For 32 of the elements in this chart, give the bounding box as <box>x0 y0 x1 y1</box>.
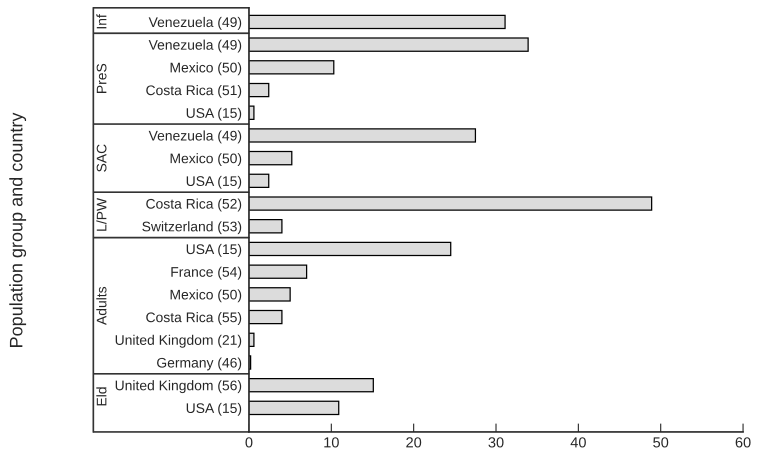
text: L/PW <box>96 198 106 231</box>
y-tick-label: Mexico (50) <box>170 62 242 76</box>
y-tick-label: USA (15) <box>186 244 242 257</box>
x-tick-label: 10 <box>324 437 339 448</box>
y-tick-label: Germany (46) <box>157 357 242 370</box>
y-tick-label: Venezuela (49) <box>148 16 242 30</box>
x-tick-label: 50 <box>653 437 668 448</box>
y-tick-label: Mexico (50) <box>170 153 242 166</box>
text: Adults <box>96 286 106 325</box>
text: PreS <box>96 64 106 93</box>
y-tick-label: France (54) <box>171 266 242 280</box>
y-tick-label: United Kingdom (21) <box>116 334 242 348</box>
x-tick-label: 40 <box>570 437 586 448</box>
y-tick-label: Venezuela (49) <box>148 40 242 53</box>
x-tick-label: 60 <box>736 437 751 448</box>
text: Inf <box>96 14 106 28</box>
y-axis-title: Population group and country <box>9 112 26 347</box>
x-tick-label: 20 <box>406 437 422 448</box>
y-tick-label: USA (15) <box>186 108 242 121</box>
x-tick-label: 0 <box>245 437 252 448</box>
y-tick-label: USA (15) <box>186 176 242 189</box>
y-tick-label: Mexico (50) <box>170 289 242 302</box>
text: SAC <box>96 144 106 172</box>
y-tick-label: Costa Rica (55) <box>146 312 242 325</box>
y-tick-label: USA (15) <box>186 402 242 416</box>
y-tick-label: Venezuela (49) <box>148 130 242 144</box>
x-tick-label: 30 <box>488 437 504 448</box>
text: Eld <box>96 387 106 406</box>
y-tick-label: Costa Rica (52) <box>146 198 242 212</box>
y-tick-label: Costa Rica (51) <box>146 84 242 98</box>
y-tick-label: United Kingdom (56) <box>116 380 242 394</box>
y-tick-label: Switzerland (53) <box>142 221 242 234</box>
